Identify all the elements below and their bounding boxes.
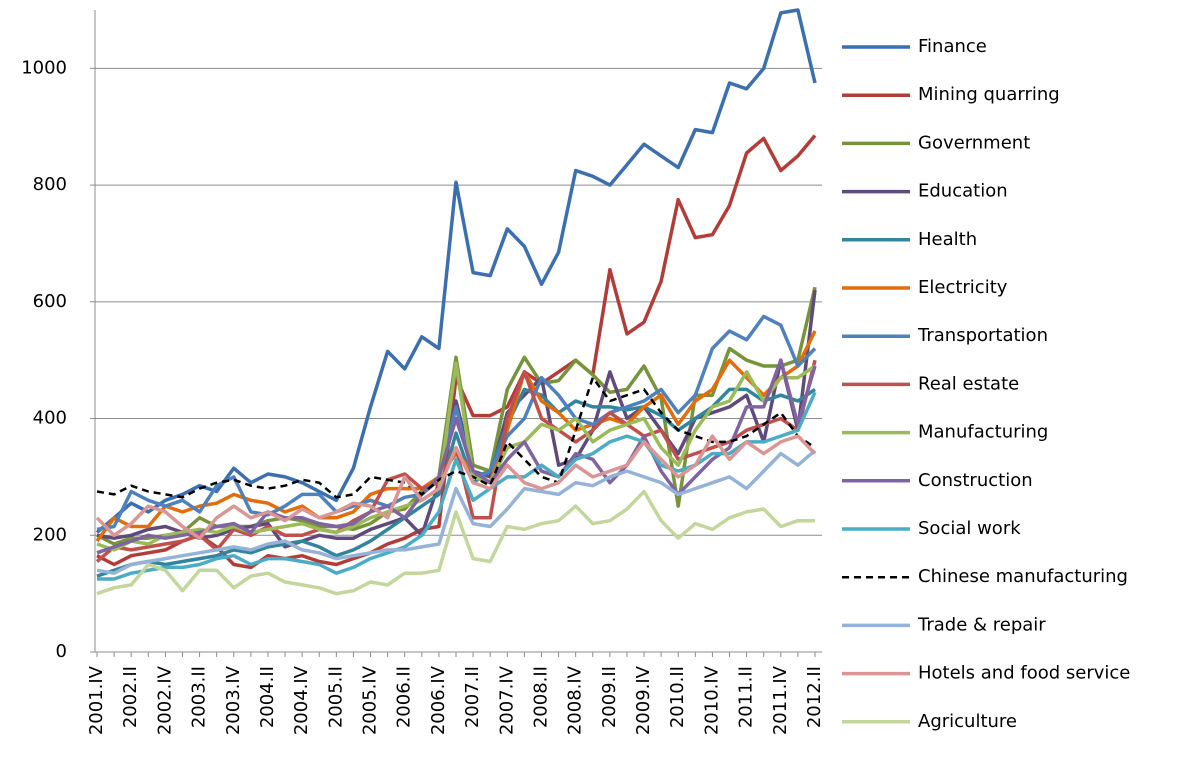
series-line xyxy=(96,387,816,578)
y-tick-label: 800 xyxy=(33,174,67,195)
y-tick-label: 0 xyxy=(56,641,67,662)
legend-label: Hotels and food service xyxy=(918,663,1130,684)
legend-label: Chinese manufacturing xyxy=(918,566,1128,587)
x-tick-label: 2003.IV xyxy=(223,665,244,735)
x-tick-label: 2006.II xyxy=(394,666,415,728)
x-tick-label: 2010.IV xyxy=(701,665,722,735)
x-tick-label: 2010.II xyxy=(667,666,688,728)
series-line xyxy=(95,8,817,534)
legend-label: Construction xyxy=(918,470,1033,491)
legend-label: Trade & repair xyxy=(917,614,1046,635)
x-tick-label: 2004.IV xyxy=(291,665,312,735)
series-line xyxy=(96,361,816,552)
legend-label: Electricity xyxy=(918,277,1008,298)
legend-label: Manufacturing xyxy=(918,422,1048,443)
x-tick-label: 2003.II xyxy=(189,666,210,728)
x-tick-label: 2009.II xyxy=(599,666,620,728)
x-tick-label: 2008.IV xyxy=(565,665,586,735)
legend-label: Mining quarring xyxy=(918,84,1060,105)
series-line xyxy=(96,376,816,499)
x-tick-label: 2002.II xyxy=(120,666,141,728)
x-tick-label: 2005.II xyxy=(325,666,346,728)
series-line xyxy=(96,134,817,570)
legend-label: Government xyxy=(918,132,1030,153)
legend-label: Agriculture xyxy=(918,711,1017,732)
x-tick-label: 2011.IV xyxy=(770,665,791,735)
x-tick-label: 2006.IV xyxy=(428,665,449,735)
y-tick-label: 1000 xyxy=(21,57,67,78)
x-tick-label: 2008.II xyxy=(530,666,551,728)
legend-label: Transportation xyxy=(917,325,1048,346)
x-tick-label: 2001.IV xyxy=(86,665,107,735)
x-tick-label: 2002.IV xyxy=(154,665,175,735)
series-line xyxy=(96,358,817,555)
legend-label: Finance xyxy=(918,36,987,57)
y-tick-label: 600 xyxy=(33,291,67,312)
x-tick-label: 2012.II xyxy=(804,666,825,728)
legend-label: Social work xyxy=(918,518,1021,539)
x-tick-label: 2011.II xyxy=(736,666,757,728)
y-tick-label: 200 xyxy=(33,524,67,545)
x-tick-label: 2007.II xyxy=(462,666,483,728)
series-line xyxy=(95,434,817,540)
y-tick-label: 400 xyxy=(33,408,67,429)
x-tick-label: 2009.IV xyxy=(633,665,654,735)
legend-label: Education xyxy=(918,181,1008,202)
series-line xyxy=(96,449,817,575)
legend-label: Health xyxy=(918,229,977,250)
series-line xyxy=(96,314,817,532)
legend-label: Real estate xyxy=(918,373,1019,394)
x-tick-label: 2004.II xyxy=(257,666,278,728)
series-line xyxy=(96,489,815,596)
x-tick-label: 2005.IV xyxy=(360,665,381,735)
x-tick-label: 2007.IV xyxy=(496,665,517,735)
